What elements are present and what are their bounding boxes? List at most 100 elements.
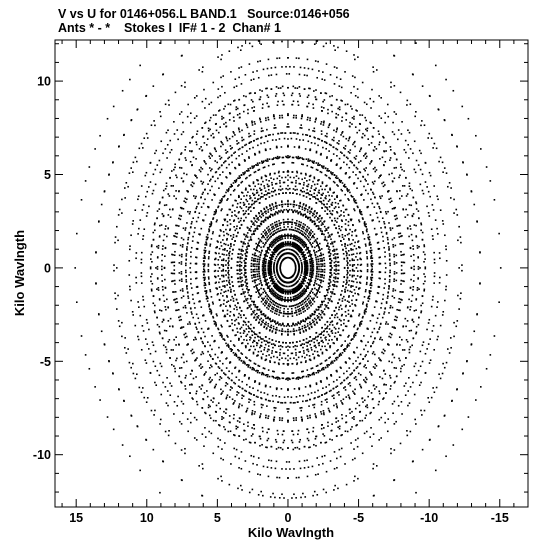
uv-point	[152, 448, 155, 451]
uv-point	[286, 277, 288, 279]
uv-point	[319, 185, 322, 188]
uv-point	[233, 290, 235, 292]
uv-point	[283, 226, 285, 228]
uv-point	[349, 105, 352, 108]
uv-point	[389, 146, 392, 148]
uv-point	[227, 289, 230, 292]
uv-point	[355, 155, 358, 157]
uv-point	[353, 264, 356, 266]
uv-point	[310, 367, 313, 370]
uv-point	[365, 283, 368, 286]
uv-point	[345, 208, 348, 211]
uv-point	[261, 213, 263, 216]
uv-point	[182, 244, 184, 246]
uv-point	[383, 222, 386, 225]
uv-point	[356, 252, 358, 255]
uv-point	[388, 281, 391, 283]
uv-point	[217, 402, 220, 404]
uv-point	[396, 225, 398, 227]
uv-point	[252, 303, 255, 306]
uv-point	[246, 302, 249, 304]
uv-point	[313, 176, 316, 179]
uv-point	[95, 251, 97, 254]
uv-point	[372, 70, 375, 73]
uv-point	[331, 173, 333, 176]
uv-point	[180, 449, 183, 451]
uv-point	[234, 240, 236, 243]
uv-point	[149, 352, 152, 355]
uv-point	[269, 215, 271, 217]
uv-point	[209, 354, 211, 356]
uv-point	[191, 348, 194, 351]
uv-point	[195, 326, 198, 329]
uv-point	[340, 345, 343, 347]
uv-point	[320, 106, 323, 108]
uv-point	[310, 325, 313, 328]
uv-point	[218, 247, 221, 250]
uv-point	[204, 320, 207, 322]
uv-point	[354, 388, 356, 391]
uv-point	[258, 265, 260, 268]
uv-point	[263, 245, 265, 248]
uv-point	[263, 160, 265, 162]
uv-point	[310, 278, 312, 281]
uv-point	[207, 270, 210, 273]
uv-point	[326, 401, 328, 403]
uv-point	[339, 229, 342, 232]
uv-point	[140, 275, 143, 278]
uv-point	[210, 313, 213, 315]
uv-point	[185, 374, 187, 377]
uv-point	[212, 303, 214, 305]
uv-point	[220, 333, 223, 336]
uv-point	[324, 229, 326, 232]
uv-point	[326, 168, 329, 170]
uv-point	[270, 287, 273, 290]
uv-point	[142, 330, 145, 332]
uv-point	[333, 360, 336, 362]
uv-point	[388, 288, 390, 290]
uv-point	[340, 214, 342, 216]
uv-point	[341, 236, 344, 239]
uv-point	[300, 212, 302, 215]
uv-point	[204, 255, 206, 258]
uv-point	[245, 438, 247, 441]
uv-point	[258, 263, 260, 265]
uv-point	[370, 290, 372, 292]
uv-point	[281, 299, 283, 302]
uv-point	[283, 243, 286, 246]
uv-point	[321, 352, 324, 355]
uv-point	[428, 401, 431, 403]
uv-point	[347, 267, 349, 270]
uv-point	[158, 236, 161, 238]
uv-point	[140, 348, 143, 351]
uv-point	[155, 267, 157, 269]
uv-point	[401, 365, 403, 367]
uv-point	[291, 291, 294, 294]
uv-point	[301, 303, 304, 305]
uv-point	[311, 263, 314, 265]
uv-point	[195, 207, 198, 210]
uv-point	[158, 208, 161, 210]
uv-point	[357, 177, 359, 180]
uv-point	[388, 255, 391, 257]
uv-point	[320, 130, 323, 132]
uv-point	[193, 339, 195, 341]
uv-point	[346, 346, 348, 348]
uv-point	[365, 245, 367, 247]
uv-point	[251, 334, 254, 337]
uv-point	[269, 329, 271, 331]
uv-point	[356, 366, 359, 368]
uv-point	[371, 181, 374, 184]
uv-point	[301, 241, 304, 243]
uv-point	[350, 249, 353, 251]
uv-point	[248, 229, 250, 231]
uv-point	[438, 160, 440, 163]
uv-point	[340, 447, 343, 450]
uv-point	[429, 174, 432, 177]
uv-point	[287, 277, 289, 279]
uv-point	[267, 348, 269, 351]
uv-point	[135, 276, 137, 279]
uv-point	[241, 489, 243, 491]
uv-point	[370, 252, 373, 254]
uv-point	[220, 388, 222, 391]
